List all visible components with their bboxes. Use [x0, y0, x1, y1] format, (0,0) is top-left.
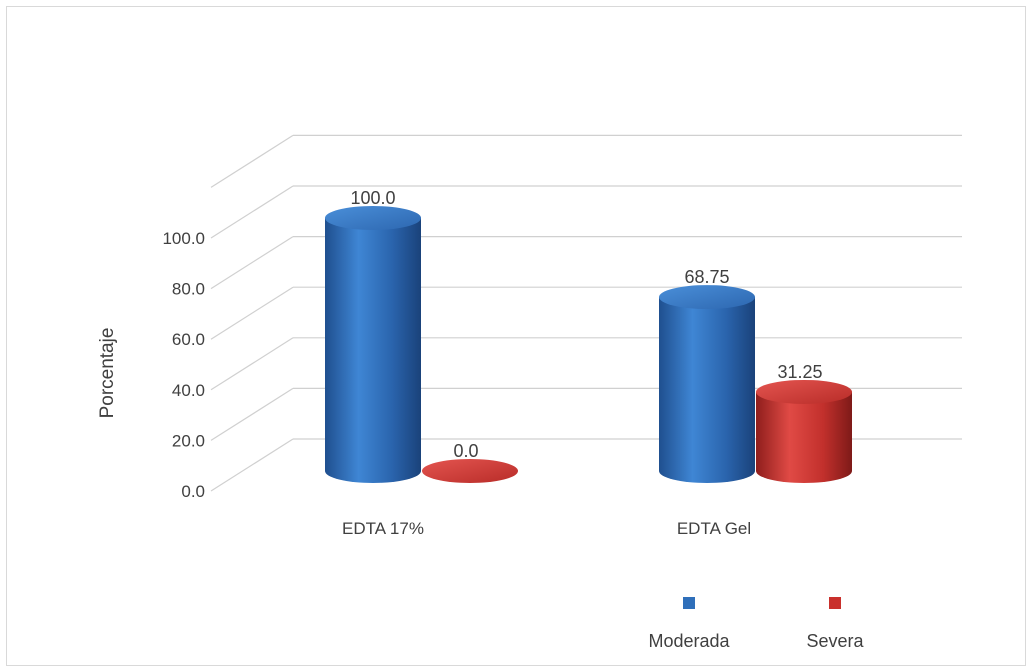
y-tick-label: 0.0 [181, 482, 205, 501]
y-tick-label: 20.0 [172, 431, 205, 450]
gridline-depth [210, 438, 294, 492]
legend-label-severa: Severa [806, 631, 864, 651]
gridline-depth [210, 236, 294, 290]
bars-layer [325, 206, 852, 483]
legend-swatch-moderada [683, 597, 695, 609]
gridline-depth [210, 134, 294, 188]
labels-layer: 100.0 0.0 68.75 31.25 [350, 188, 822, 461]
gridline-depth [210, 387, 294, 441]
chart-svg: 0.0 20.0 40.0 60.0 80.0 100.0 Porcentaje EDTA 1… [97, 134, 962, 651]
data-label: 100.0 [350, 188, 395, 208]
data-label: 68.75 [684, 267, 729, 287]
gridline-depth [210, 337, 294, 391]
y-tick-label: 100.0 [162, 229, 205, 248]
cylinder-body [756, 391, 852, 483]
gridline-depth [210, 286, 294, 340]
y-tick-label: 80.0 [172, 280, 205, 299]
cylinder-top [756, 379, 852, 404]
cylinder-severa-1 [756, 379, 852, 483]
data-label: 0.0 [453, 441, 478, 461]
cylinder-moderada-0 [325, 206, 421, 483]
gridline-depth [210, 185, 294, 239]
cylinder-moderada-1 [659, 285, 755, 483]
chart-frame: 0.0 20.0 40.0 60.0 80.0 100.0 Porcentaje EDTA 1… [6, 6, 1026, 666]
cylinder-body [325, 218, 421, 483]
cylinder-top [422, 459, 518, 483]
legend-layer: Moderada Severa [648, 597, 864, 651]
y-axis-label: Porcentaje [97, 328, 118, 419]
x-tick-label: EDTA 17% [342, 519, 424, 538]
cylinder-top [659, 285, 755, 310]
cylinder-severa-0 [422, 459, 518, 483]
legend-swatch-severa [829, 597, 841, 609]
y-tick-label: 40.0 [172, 381, 205, 400]
axis-layer: 0.0 20.0 40.0 60.0 80.0 100.0 Porcentaje EDTA 1… [97, 229, 751, 538]
legend-label-moderada: Moderada [648, 631, 730, 651]
data-label: 31.25 [777, 362, 822, 382]
y-tick-label: 60.0 [172, 330, 205, 349]
cylinder-top [325, 206, 421, 230]
x-tick-label: EDTA Gel [677, 519, 751, 538]
cylinder-body [659, 297, 755, 483]
